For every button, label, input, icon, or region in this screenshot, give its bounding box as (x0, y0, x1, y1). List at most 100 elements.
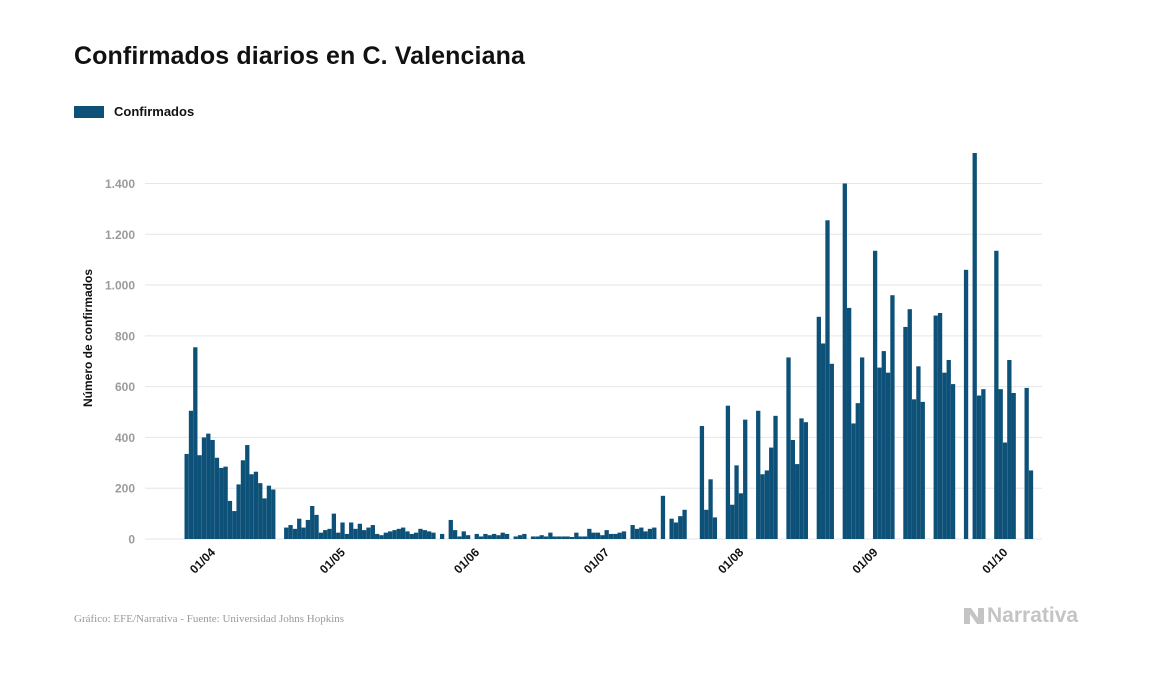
bar (362, 530, 367, 539)
bar (760, 474, 765, 539)
y-tick-label: 1.400 (105, 177, 135, 191)
bar (950, 384, 956, 539)
bar (448, 519, 453, 539)
bar (318, 532, 324, 539)
bar (821, 343, 826, 539)
bar (799, 418, 804, 540)
bar (465, 535, 471, 539)
bar (903, 326, 908, 539)
bar (478, 536, 484, 539)
x-tick-label: 01/04 (187, 545, 218, 576)
bar (803, 422, 808, 539)
bar (401, 527, 406, 539)
bar (288, 525, 293, 539)
bar (972, 153, 977, 539)
bar (422, 530, 427, 539)
bar (336, 532, 341, 539)
bar (634, 528, 640, 539)
bar (487, 535, 492, 539)
bar (522, 533, 527, 539)
bar (461, 531, 466, 539)
bars (184, 153, 1034, 540)
bar (452, 530, 458, 539)
bar (305, 519, 311, 539)
x-tick-label: 01/06 (451, 545, 482, 576)
bar (946, 359, 951, 539)
bar (669, 518, 674, 539)
bar (621, 531, 627, 539)
bar (353, 528, 358, 539)
bar (730, 504, 735, 539)
bar (210, 439, 215, 539)
bar (643, 531, 648, 539)
bar (855, 403, 860, 539)
bar (708, 479, 713, 539)
bar (998, 389, 1003, 539)
bar (769, 447, 774, 539)
bar (565, 536, 570, 539)
bar (431, 532, 436, 539)
bar (556, 536, 562, 539)
bar (327, 528, 332, 539)
chart-title: Confirmados diarios en C. Valenciana (74, 42, 525, 70)
bar (375, 533, 380, 539)
bar (569, 536, 575, 539)
bar (963, 269, 969, 539)
bar (652, 527, 657, 539)
bar (743, 419, 748, 539)
bar (911, 399, 917, 539)
bar (457, 536, 462, 539)
bar (1002, 442, 1008, 539)
x-tick-label: 01/07 (581, 545, 612, 576)
bar (825, 220, 830, 540)
bar (496, 535, 501, 539)
bar (552, 536, 557, 539)
bar (500, 532, 505, 539)
y-tick-label: 400 (115, 431, 135, 445)
bar (370, 525, 375, 539)
bar (396, 528, 401, 539)
y-tick-label: 600 (115, 380, 135, 394)
bar (647, 528, 653, 539)
bar (976, 395, 982, 539)
bar (907, 309, 912, 539)
bar (582, 536, 588, 539)
bar (245, 445, 250, 539)
bar (357, 523, 362, 539)
bar (323, 530, 328, 539)
bar (413, 532, 419, 539)
bar (942, 372, 947, 539)
bar (344, 533, 350, 539)
bar (249, 474, 254, 539)
bar (236, 484, 241, 539)
x-tick-label: 01/09 (849, 545, 880, 576)
bar (1024, 387, 1029, 539)
bar (842, 183, 847, 539)
bar (881, 351, 886, 539)
bar (292, 528, 298, 539)
bar (734, 465, 739, 539)
bar (262, 498, 267, 539)
bar (846, 307, 852, 539)
bar (682, 509, 687, 539)
bar (426, 531, 432, 539)
bar (591, 532, 596, 539)
bar (829, 363, 834, 539)
bar (271, 489, 276, 539)
bar (491, 533, 497, 539)
bar (310, 505, 315, 539)
bar (504, 533, 510, 539)
bar (193, 347, 198, 539)
bar (1007, 359, 1012, 539)
y-tick-label: 1.200 (105, 228, 135, 242)
bar (439, 533, 445, 539)
bar (604, 530, 609, 539)
bar (608, 533, 614, 539)
bar (678, 516, 683, 539)
bar (301, 527, 306, 539)
bar (613, 533, 618, 539)
bar (704, 509, 709, 539)
bar (561, 536, 566, 539)
bar (595, 532, 601, 539)
bar (388, 531, 393, 539)
